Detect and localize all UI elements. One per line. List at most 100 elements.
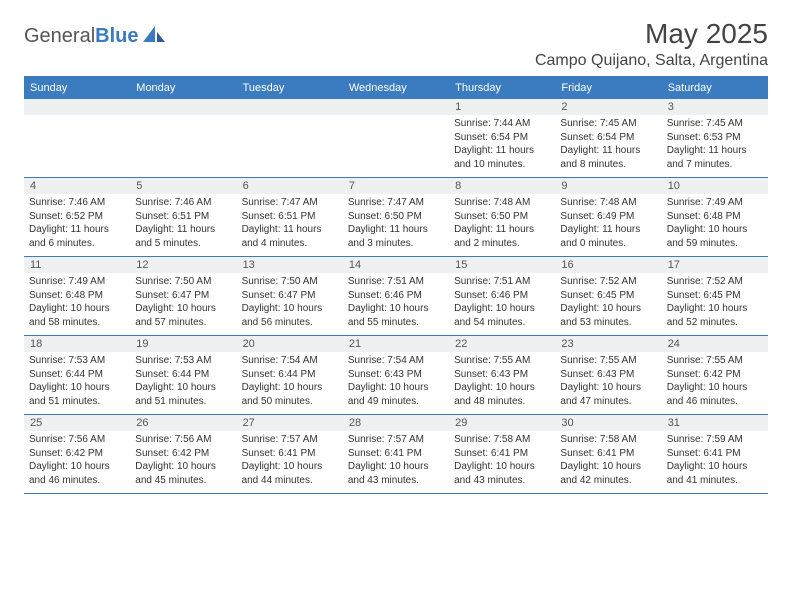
day-info-cell: Sunrise: 7:50 AMSunset: 6:47 PMDaylight:… bbox=[130, 273, 236, 335]
day-number: 15 bbox=[449, 257, 555, 273]
sunset-text: Sunset: 6:48 PM bbox=[667, 210, 763, 224]
logo-sail-icon bbox=[141, 24, 167, 49]
day-header-tuesday: Tuesday bbox=[237, 78, 343, 98]
sunrise-text: Sunrise: 7:44 AM bbox=[454, 117, 550, 131]
sunrise-text: Sunrise: 7:47 AM bbox=[242, 196, 338, 210]
daylight-text: Daylight: 11 hours and 0 minutes. bbox=[560, 223, 656, 250]
day-header-row: SundayMondayTuesdayWednesdayThursdayFrid… bbox=[24, 78, 768, 98]
sunrise-text: Sunrise: 7:47 AM bbox=[348, 196, 444, 210]
day-number-row: 18192021222324 bbox=[24, 336, 768, 352]
day-number: 12 bbox=[130, 257, 236, 273]
sunrise-text: Sunrise: 7:53 AM bbox=[29, 354, 125, 368]
sunset-text: Sunset: 6:44 PM bbox=[242, 368, 338, 382]
sunrise-text: Sunrise: 7:51 AM bbox=[348, 275, 444, 289]
sunset-text: Sunset: 6:53 PM bbox=[667, 131, 763, 145]
day-info-cell: Sunrise: 7:55 AMSunset: 6:43 PMDaylight:… bbox=[555, 352, 661, 414]
day-info-cell: Sunrise: 7:45 AMSunset: 6:54 PMDaylight:… bbox=[555, 115, 661, 177]
day-info-cell: Sunrise: 7:54 AMSunset: 6:44 PMDaylight:… bbox=[237, 352, 343, 414]
day-info-cell: Sunrise: 7:46 AMSunset: 6:52 PMDaylight:… bbox=[24, 194, 130, 256]
day-info-cell bbox=[343, 115, 449, 177]
day-number: 4 bbox=[24, 178, 130, 194]
week-row: 123Sunrise: 7:44 AMSunset: 6:54 PMDaylig… bbox=[24, 98, 768, 177]
sunset-text: Sunset: 6:46 PM bbox=[348, 289, 444, 303]
day-number: 19 bbox=[130, 336, 236, 352]
day-number: 11 bbox=[24, 257, 130, 273]
day-number: 29 bbox=[449, 415, 555, 431]
day-number bbox=[343, 99, 449, 115]
sunrise-text: Sunrise: 7:45 AM bbox=[560, 117, 656, 131]
sunset-text: Sunset: 6:43 PM bbox=[454, 368, 550, 382]
day-number: 5 bbox=[130, 178, 236, 194]
sunrise-text: Sunrise: 7:54 AM bbox=[348, 354, 444, 368]
sunset-text: Sunset: 6:48 PM bbox=[29, 289, 125, 303]
sunset-text: Sunset: 6:41 PM bbox=[667, 447, 763, 461]
day-info-cell: Sunrise: 7:50 AMSunset: 6:47 PMDaylight:… bbox=[237, 273, 343, 335]
sunset-text: Sunset: 6:43 PM bbox=[348, 368, 444, 382]
sunset-text: Sunset: 6:42 PM bbox=[29, 447, 125, 461]
logo-text-blue: Blue bbox=[95, 25, 138, 47]
day-info-row: Sunrise: 7:46 AMSunset: 6:52 PMDaylight:… bbox=[24, 194, 768, 256]
daylight-text: Daylight: 10 hours and 55 minutes. bbox=[348, 302, 444, 329]
day-number: 6 bbox=[237, 178, 343, 194]
day-number bbox=[24, 99, 130, 115]
daylight-text: Daylight: 11 hours and 4 minutes. bbox=[242, 223, 338, 250]
sunset-text: Sunset: 6:45 PM bbox=[560, 289, 656, 303]
day-number: 13 bbox=[237, 257, 343, 273]
day-info-cell: Sunrise: 7:48 AMSunset: 6:50 PMDaylight:… bbox=[449, 194, 555, 256]
day-number: 22 bbox=[449, 336, 555, 352]
day-number: 21 bbox=[343, 336, 449, 352]
day-info-cell: Sunrise: 7:47 AMSunset: 6:51 PMDaylight:… bbox=[237, 194, 343, 256]
sunrise-text: Sunrise: 7:46 AM bbox=[135, 196, 231, 210]
day-info-row: Sunrise: 7:56 AMSunset: 6:42 PMDaylight:… bbox=[24, 431, 768, 493]
sunset-text: Sunset: 6:42 PM bbox=[135, 447, 231, 461]
day-header-friday: Friday bbox=[555, 78, 661, 98]
day-info-row: Sunrise: 7:49 AMSunset: 6:48 PMDaylight:… bbox=[24, 273, 768, 335]
sunset-text: Sunset: 6:42 PM bbox=[667, 368, 763, 382]
day-info-cell: Sunrise: 7:51 AMSunset: 6:46 PMDaylight:… bbox=[449, 273, 555, 335]
day-info-cell bbox=[24, 115, 130, 177]
day-info-cell: Sunrise: 7:45 AMSunset: 6:53 PMDaylight:… bbox=[662, 115, 768, 177]
day-number bbox=[237, 99, 343, 115]
week-row: 18192021222324Sunrise: 7:53 AMSunset: 6:… bbox=[24, 335, 768, 414]
sunrise-text: Sunrise: 7:55 AM bbox=[454, 354, 550, 368]
daylight-text: Daylight: 10 hours and 56 minutes. bbox=[242, 302, 338, 329]
sunrise-text: Sunrise: 7:55 AM bbox=[560, 354, 656, 368]
day-number: 10 bbox=[662, 178, 768, 194]
day-number: 24 bbox=[662, 336, 768, 352]
day-info-cell: Sunrise: 7:47 AMSunset: 6:50 PMDaylight:… bbox=[343, 194, 449, 256]
day-header-saturday: Saturday bbox=[662, 78, 768, 98]
daylight-text: Daylight: 11 hours and 7 minutes. bbox=[667, 144, 763, 171]
sunset-text: Sunset: 6:44 PM bbox=[29, 368, 125, 382]
daylight-text: Daylight: 10 hours and 47 minutes. bbox=[560, 381, 656, 408]
daylight-text: Daylight: 10 hours and 59 minutes. bbox=[667, 223, 763, 250]
day-number-row: 45678910 bbox=[24, 178, 768, 194]
day-number-row: 25262728293031 bbox=[24, 415, 768, 431]
day-info-cell: Sunrise: 7:54 AMSunset: 6:43 PMDaylight:… bbox=[343, 352, 449, 414]
sunset-text: Sunset: 6:49 PM bbox=[560, 210, 656, 224]
day-info-cell: Sunrise: 7:55 AMSunset: 6:43 PMDaylight:… bbox=[449, 352, 555, 414]
week-row: 25262728293031Sunrise: 7:56 AMSunset: 6:… bbox=[24, 414, 768, 493]
weeks-container: 123Sunrise: 7:44 AMSunset: 6:54 PMDaylig… bbox=[24, 98, 768, 493]
day-info-cell: Sunrise: 7:57 AMSunset: 6:41 PMDaylight:… bbox=[343, 431, 449, 493]
month-title: May 2025 bbox=[535, 18, 768, 50]
sunrise-text: Sunrise: 7:48 AM bbox=[454, 196, 550, 210]
sunrise-text: Sunrise: 7:49 AM bbox=[667, 196, 763, 210]
daylight-text: Daylight: 11 hours and 6 minutes. bbox=[29, 223, 125, 250]
daylight-text: Daylight: 10 hours and 48 minutes. bbox=[454, 381, 550, 408]
sunrise-text: Sunrise: 7:52 AM bbox=[560, 275, 656, 289]
day-number: 8 bbox=[449, 178, 555, 194]
sunrise-text: Sunrise: 7:59 AM bbox=[667, 433, 763, 447]
daylight-text: Daylight: 11 hours and 2 minutes. bbox=[454, 223, 550, 250]
daylight-text: Daylight: 10 hours and 43 minutes. bbox=[454, 460, 550, 487]
day-info-cell: Sunrise: 7:49 AMSunset: 6:48 PMDaylight:… bbox=[662, 194, 768, 256]
day-number: 7 bbox=[343, 178, 449, 194]
day-info-cell: Sunrise: 7:53 AMSunset: 6:44 PMDaylight:… bbox=[130, 352, 236, 414]
day-info-cell: Sunrise: 7:52 AMSunset: 6:45 PMDaylight:… bbox=[662, 273, 768, 335]
day-number bbox=[130, 99, 236, 115]
daylight-text: Daylight: 10 hours and 41 minutes. bbox=[667, 460, 763, 487]
day-number: 17 bbox=[662, 257, 768, 273]
week-row: 11121314151617Sunrise: 7:49 AMSunset: 6:… bbox=[24, 256, 768, 335]
logo-text: GeneralBlue bbox=[24, 25, 139, 48]
daylight-text: Daylight: 11 hours and 3 minutes. bbox=[348, 223, 444, 250]
sunset-text: Sunset: 6:51 PM bbox=[135, 210, 231, 224]
